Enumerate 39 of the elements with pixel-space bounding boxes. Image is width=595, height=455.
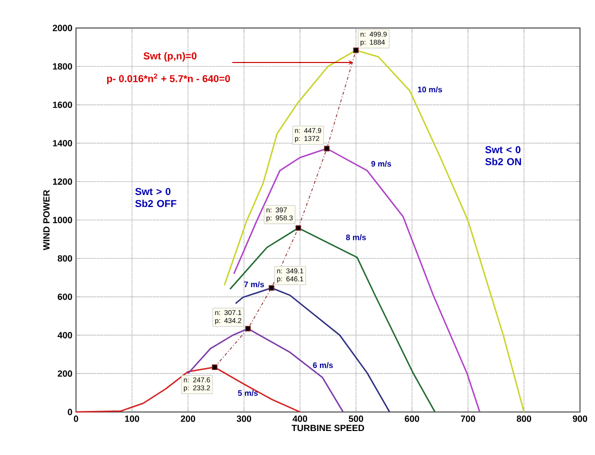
point: [212, 364, 218, 370]
x-tick-label: 100: [125, 416, 140, 422]
series-label: 6 m/s: [313, 362, 333, 368]
x-tick-label: 300: [236, 416, 252, 422]
y-tick-label: 2000: [52, 24, 72, 32]
x-tick-label: 900: [572, 416, 588, 422]
series-label: 9 m/s: [371, 160, 392, 167]
y-tick-label: 1000: [53, 216, 72, 224]
x-tick-label: 800: [516, 416, 532, 422]
y-tick-label: 800: [58, 255, 72, 262]
x-tick-label: 0: [74, 416, 78, 422]
y-tick-label: 1200: [53, 178, 72, 185]
y-tick-label: 1800: [53, 63, 72, 70]
point: [296, 225, 302, 231]
point: [353, 47, 359, 54]
point: [245, 326, 251, 332]
y-tick-label: 0: [68, 408, 72, 416]
annotation: Swt (p,n)=0: [144, 52, 196, 62]
series-label: 7 m/s: [244, 281, 264, 288]
point: [324, 146, 330, 152]
series-label: 8 m/s: [346, 234, 366, 240]
y-tick-label: 400: [58, 332, 72, 338]
annotation: p- 0.016*n$^{2}$ + 5.7*n - 640=0: [107, 74, 230, 84]
x-tick-label: 600: [404, 416, 420, 422]
annotation: Swt < 0 Sb2 ON: [485, 146, 521, 166]
y-tick-label: 200: [58, 370, 72, 377]
y-axis-title: WIND POWER: [43, 190, 50, 250]
x-tick-label: 400: [292, 416, 308, 422]
series-label: 5 m/s: [238, 390, 258, 396]
series-label: 10 m/s: [418, 86, 442, 92]
x-tick-label: 500: [348, 416, 364, 422]
y-tick-label: 600: [58, 294, 72, 300]
point: [268, 285, 274, 291]
x-tick-label: 700: [460, 416, 476, 422]
y-tick-label: 1400: [53, 140, 72, 146]
x-axis-title: TURBINE SPEED: [292, 424, 364, 432]
x-tick-label: 200: [180, 416, 196, 422]
annotation: Swt > 0 Sb2 OFF: [135, 188, 176, 208]
y-tick-label: 1600: [53, 102, 72, 108]
